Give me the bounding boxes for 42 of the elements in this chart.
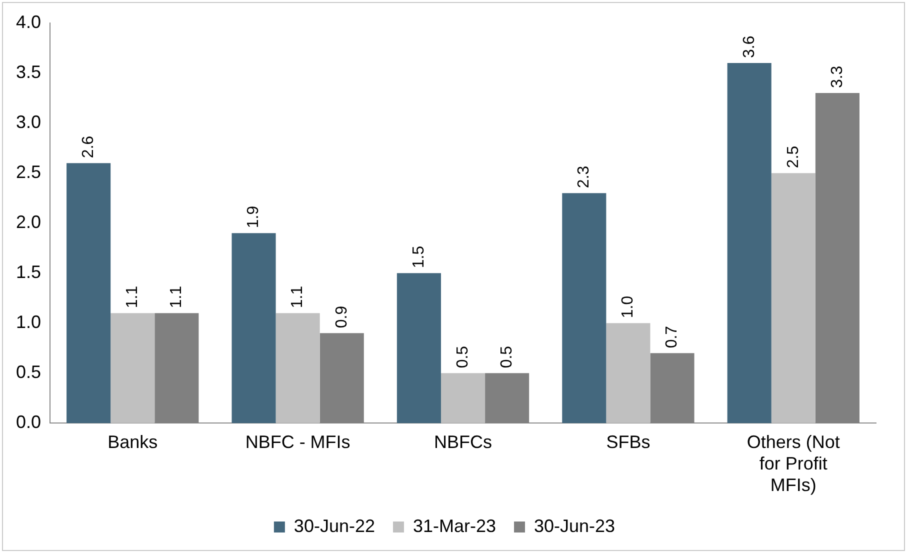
bar — [771, 173, 816, 424]
y-tick-label: 0.5 — [16, 362, 42, 382]
x-tick-label: Banks — [108, 432, 158, 452]
bar — [727, 63, 772, 424]
bar — [440, 373, 486, 424]
data-label: 2.6 — [80, 136, 97, 158]
x-tick-label: NBFCs — [434, 432, 492, 452]
y-tick-label: 3.5 — [16, 62, 42, 82]
data-label: 0.7 — [664, 326, 681, 348]
bar — [606, 323, 650, 424]
bar — [110, 313, 155, 424]
data-label: 0.9 — [333, 306, 350, 328]
data-label: 3.3 — [828, 66, 846, 88]
legend-label: 31-Mar-23 — [412, 516, 496, 536]
x-tick-label: Others (Not for Profit MFIs) — [746, 432, 840, 496]
data-label: 1.5 — [410, 246, 428, 268]
y-tick-label: 0.0 — [16, 412, 42, 432]
y-tick-label: 4.0 — [16, 12, 42, 32]
data-label: 1.0 — [620, 296, 637, 318]
y-tick-label: 1.0 — [16, 312, 42, 332]
y-tick-label: 2.5 — [16, 162, 42, 182]
bar — [232, 233, 276, 424]
data-label: 0.5 — [454, 346, 472, 368]
x-tick-label: SFBs — [606, 432, 650, 452]
data-label: 3.6 — [740, 36, 758, 58]
y-tick-label: 3.0 — [16, 112, 42, 132]
data-label: 1.9 — [245, 206, 262, 228]
legend-label: 30-Jun-23 — [534, 516, 616, 536]
y-tick-label: 1.5 — [16, 262, 42, 282]
y-tick-label: 2.0 — [16, 212, 42, 232]
data-label: 1.1 — [289, 286, 306, 308]
bar — [562, 193, 606, 424]
x-tick-label: NBFC - MFIs — [245, 432, 350, 452]
data-label: 0.5 — [498, 346, 516, 368]
data-label: 1.1 — [168, 286, 186, 308]
bar — [66, 163, 111, 424]
bar — [276, 313, 320, 424]
bar — [396, 273, 441, 424]
data-label: 2.5 — [784, 146, 802, 168]
legend-label: 30-Jun-22 — [294, 516, 375, 536]
data-label: 1.1 — [124, 286, 142, 308]
data-label: 2.3 — [576, 166, 593, 188]
